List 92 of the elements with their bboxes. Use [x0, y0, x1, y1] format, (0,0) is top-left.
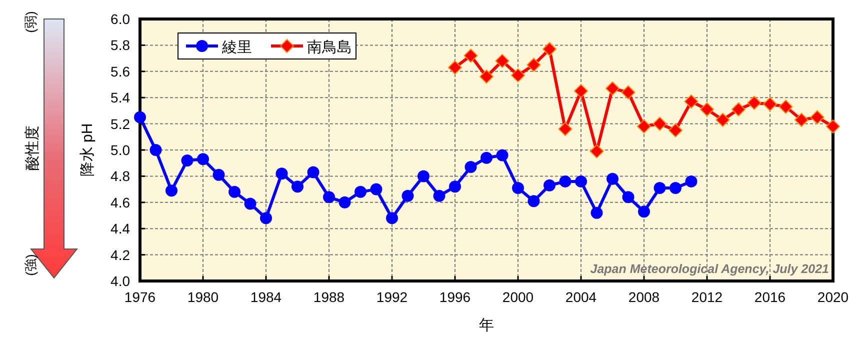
point	[480, 152, 492, 164]
point	[260, 212, 272, 224]
point	[621, 85, 636, 100]
point	[526, 58, 541, 72]
y-tick-label: 5.2	[110, 116, 130, 132]
point	[590, 206, 603, 219]
point	[354, 186, 366, 198]
point	[511, 68, 525, 82]
point	[747, 96, 762, 110]
point	[810, 110, 824, 124]
point	[370, 183, 382, 196]
point	[654, 182, 666, 194]
x-tick-label: 2020	[817, 289, 849, 305]
point	[732, 102, 746, 116]
point	[606, 81, 620, 96]
x-axis-title: 年	[479, 317, 494, 334]
point	[292, 180, 304, 193]
y-tick-label: 5.8	[110, 37, 130, 54]
y-tick-label: 6.0	[110, 11, 130, 27]
point	[622, 191, 634, 204]
x-tick-label: 2016	[754, 289, 786, 305]
legend-label: 南鳥島	[307, 39, 352, 56]
point	[528, 195, 540, 208]
point	[512, 182, 524, 194]
point	[244, 198, 256, 210]
point	[575, 175, 587, 188]
point	[559, 175, 572, 188]
y-tick-label: 5.0	[110, 142, 130, 158]
y-tick-label: 4.2	[110, 246, 130, 263]
point	[386, 212, 398, 224]
point	[558, 122, 572, 136]
point	[542, 42, 556, 56]
point	[668, 123, 682, 138]
point	[181, 154, 194, 166]
text: (強)	[23, 254, 38, 276]
y-tick-label: 5.4	[110, 90, 130, 106]
y-tick-label: 4.0	[110, 273, 130, 289]
y-axis-title: 降水 pH	[79, 123, 96, 177]
point	[418, 170, 430, 182]
point	[323, 191, 335, 204]
point	[778, 100, 793, 114]
point	[574, 84, 588, 98]
point	[826, 119, 840, 134]
point	[495, 54, 510, 68]
x-tick-label: 1980	[187, 289, 219, 305]
y-tick-label: 4.4	[110, 220, 130, 237]
point	[763, 97, 777, 112]
point	[590, 144, 604, 158]
point	[794, 112, 808, 127]
x-tick-label: 2004	[565, 289, 597, 305]
point	[338, 196, 351, 208]
point	[307, 166, 320, 178]
x-tick-label: 1988	[313, 289, 345, 305]
point	[716, 112, 730, 127]
text: (弱)	[23, 11, 38, 33]
point	[544, 179, 556, 192]
point	[670, 182, 682, 194]
point	[433, 190, 446, 202]
point	[496, 149, 508, 162]
point	[402, 190, 414, 202]
point	[480, 70, 494, 84]
x-tick-label: 1996	[439, 289, 471, 305]
point	[606, 172, 618, 185]
legend-label: 綾里	[221, 39, 252, 56]
x-tick-label: 2000	[502, 289, 534, 305]
x-tick-label: 2012	[691, 289, 723, 305]
point	[449, 180, 461, 193]
annotation: Japan Meteorological Agency, July 2021	[590, 262, 830, 276]
point	[700, 102, 714, 116]
x-tick-label: 1992	[376, 289, 408, 305]
point	[197, 153, 209, 166]
text: 酸性度	[24, 126, 41, 170]
point	[464, 161, 477, 174]
point	[638, 206, 650, 218]
point	[464, 48, 478, 63]
point	[652, 116, 667, 131]
point	[276, 168, 288, 180]
point	[228, 186, 240, 198]
point	[212, 168, 225, 181]
point	[134, 111, 146, 124]
y-tick-label: 4.8	[110, 168, 130, 184]
point	[166, 184, 178, 197]
y-tick-label: 4.6	[110, 194, 130, 210]
point	[150, 144, 162, 156]
x-tick-label: 1976	[124, 289, 156, 305]
point	[685, 175, 698, 188]
point	[448, 60, 462, 74]
x-tick-label: 1984	[250, 289, 282, 305]
point	[684, 94, 698, 109]
y-tick-label: 5.6	[110, 63, 130, 80]
point	[637, 119, 651, 134]
x-tick-label: 2008	[628, 289, 660, 305]
